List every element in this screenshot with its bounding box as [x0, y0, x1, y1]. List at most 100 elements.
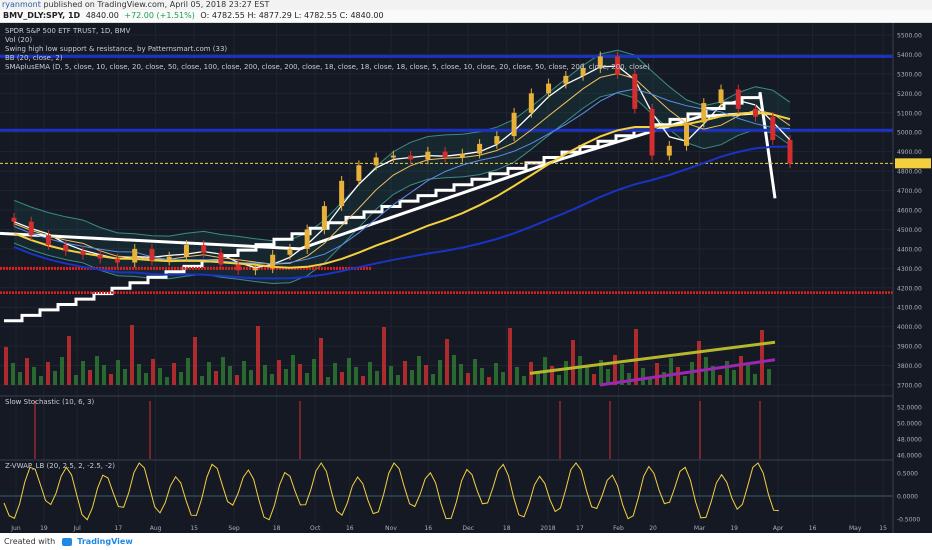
time-tick-label: Nov	[385, 525, 397, 532]
legend-bb[interactable]: BB (20, close, 2)	[5, 54, 63, 62]
time-axis[interactable]: Jun 19 Jul 17 Aug 15 Sep 18 Oct 16 Nov 16 Dec 18 2018 1…	[10, 525, 887, 532]
volume-bar	[60, 357, 64, 385]
volume-bar	[207, 362, 211, 385]
legend-sma[interactable]: SMAplusEMA (D, 5, close, 10, close, 20, …	[5, 63, 650, 71]
candle-body	[615, 56, 621, 74]
price-tick-label: 4100.00	[897, 305, 922, 312]
candle-body	[684, 122, 690, 146]
volume-bar	[361, 376, 365, 385]
volume-bar	[284, 369, 288, 385]
price-tick-label: 4200.00	[897, 285, 922, 292]
moving-averages	[13, 65, 791, 280]
volume-bar	[333, 363, 337, 385]
volume-bar	[375, 371, 379, 385]
price-tick-label: 4300.00	[897, 266, 922, 273]
time-tick-label: 18	[503, 525, 511, 532]
volume-bar	[144, 373, 148, 385]
volume-bar	[473, 359, 477, 385]
price-tick-label: 5200.00	[897, 91, 922, 98]
price-chart-svg[interactable]: 5500.00 5400.00 5300.00 5200.00 5100.00 5000.…	[0, 23, 932, 533]
volume-bar	[417, 356, 421, 385]
chart-area[interactable]: 5500.00 5400.00 5300.00 5200.00 5100.00 5000.…	[0, 23, 932, 533]
time-tick-label: 16	[809, 525, 817, 532]
candle-body	[735, 89, 741, 109]
legend-swing[interactable]: Swing high low support & resistance, by …	[5, 45, 228, 53]
bollinger-lower	[13, 92, 791, 285]
volume-bar	[263, 365, 267, 385]
volume-bar	[606, 369, 610, 385]
legend-title[interactable]: SPDR S&P 500 ETF TRUST, 1D, BMV	[5, 27, 131, 35]
symbol-label[interactable]: BMV_DLY:SPY, 1D	[3, 11, 81, 20]
candle-body	[11, 217, 17, 222]
volume-bar	[277, 360, 281, 385]
volume-bar	[186, 358, 190, 385]
price-tick-label: 4800.00	[897, 169, 922, 176]
ma-50-line	[13, 111, 791, 269]
stoch-tick-label: 48.0000	[897, 437, 922, 444]
candle-body	[166, 256, 172, 261]
volume-bar	[550, 366, 554, 385]
time-tick-label: 17	[115, 525, 123, 532]
time-tick-label: 16	[346, 525, 354, 532]
price-change: +72.00 (+1.51%)	[124, 11, 195, 20]
price-axis[interactable]: 5500.00 5400.00 5300.00 5200.00 5100.00 5000.…	[897, 33, 924, 524]
volume-bar	[536, 371, 540, 385]
candle-body	[477, 143, 483, 154]
volume-bar	[319, 338, 323, 385]
volume-bar	[676, 367, 680, 385]
volume-bar	[690, 362, 694, 385]
candle-body	[494, 136, 500, 144]
time-tick-label: 15	[190, 525, 198, 532]
volume-bars	[4, 325, 776, 387]
volume-bar	[564, 361, 568, 385]
volume-bar	[669, 358, 673, 385]
created-with-label: Created with	[4, 537, 56, 546]
price-tick-label: 5000.00	[897, 130, 922, 137]
legend-stoch[interactable]: Slow Stochastic (10, 6, 3)	[5, 398, 95, 406]
volume-bar	[158, 368, 162, 385]
candle-body	[321, 206, 327, 230]
candle-body	[701, 103, 707, 123]
volume-bar	[732, 370, 736, 385]
candle-body	[45, 235, 51, 245]
volume-bar	[508, 328, 512, 385]
candle-body	[459, 153, 465, 158]
legend-vol[interactable]: Vol (20)	[5, 36, 33, 44]
volume-bar	[697, 341, 701, 385]
price-tick-label: 4700.00	[897, 188, 922, 195]
volume-bar	[102, 365, 106, 385]
symbol-bar: BMV_DLY:SPY, 1D 4840.00 +72.00 (+1.51%) …	[0, 10, 932, 23]
last-price: 4840.00	[85, 11, 119, 20]
volume-bar	[312, 359, 316, 385]
time-tick-label: 20	[649, 525, 657, 532]
candle-body	[356, 165, 362, 181]
legend-zvwap[interactable]: Z-VWAP_LB (20, 2.5, 2, -2.5, -2)	[5, 462, 115, 470]
candle-body	[114, 258, 120, 263]
time-tick-label: 2018	[540, 525, 555, 532]
volume-bar	[53, 371, 57, 385]
volume-bar	[634, 329, 638, 385]
candle-body	[373, 157, 379, 166]
volume-bar	[256, 326, 260, 385]
tradingview-brand[interactable]: TradingView	[77, 537, 133, 546]
volume-bar	[123, 369, 127, 385]
volume-bar	[592, 374, 596, 385]
volume-bar	[599, 360, 603, 385]
volume-bar	[347, 358, 351, 385]
volume-ma-line	[599, 358, 776, 387]
ohlc-values: O: 4782.55 H: 4877.29 L: 4782.55 C: 4840…	[200, 11, 384, 20]
stoch-tick-label: 46.0000	[897, 453, 922, 460]
volume-bar	[557, 375, 561, 385]
volume-bar	[326, 377, 330, 385]
zvwap-tick-label: 0.5000	[897, 471, 918, 478]
volume-bar	[354, 367, 358, 385]
volume-bar	[480, 368, 484, 385]
candle-body	[632, 73, 638, 109]
volume-bar	[760, 330, 764, 385]
volume-bar	[179, 372, 183, 385]
candle-body	[442, 151, 448, 158]
volume-bar	[88, 370, 92, 385]
volume-bar	[298, 364, 302, 385]
volume-bar	[95, 356, 99, 385]
publisher-username[interactable]: ryanmont	[2, 0, 41, 9]
